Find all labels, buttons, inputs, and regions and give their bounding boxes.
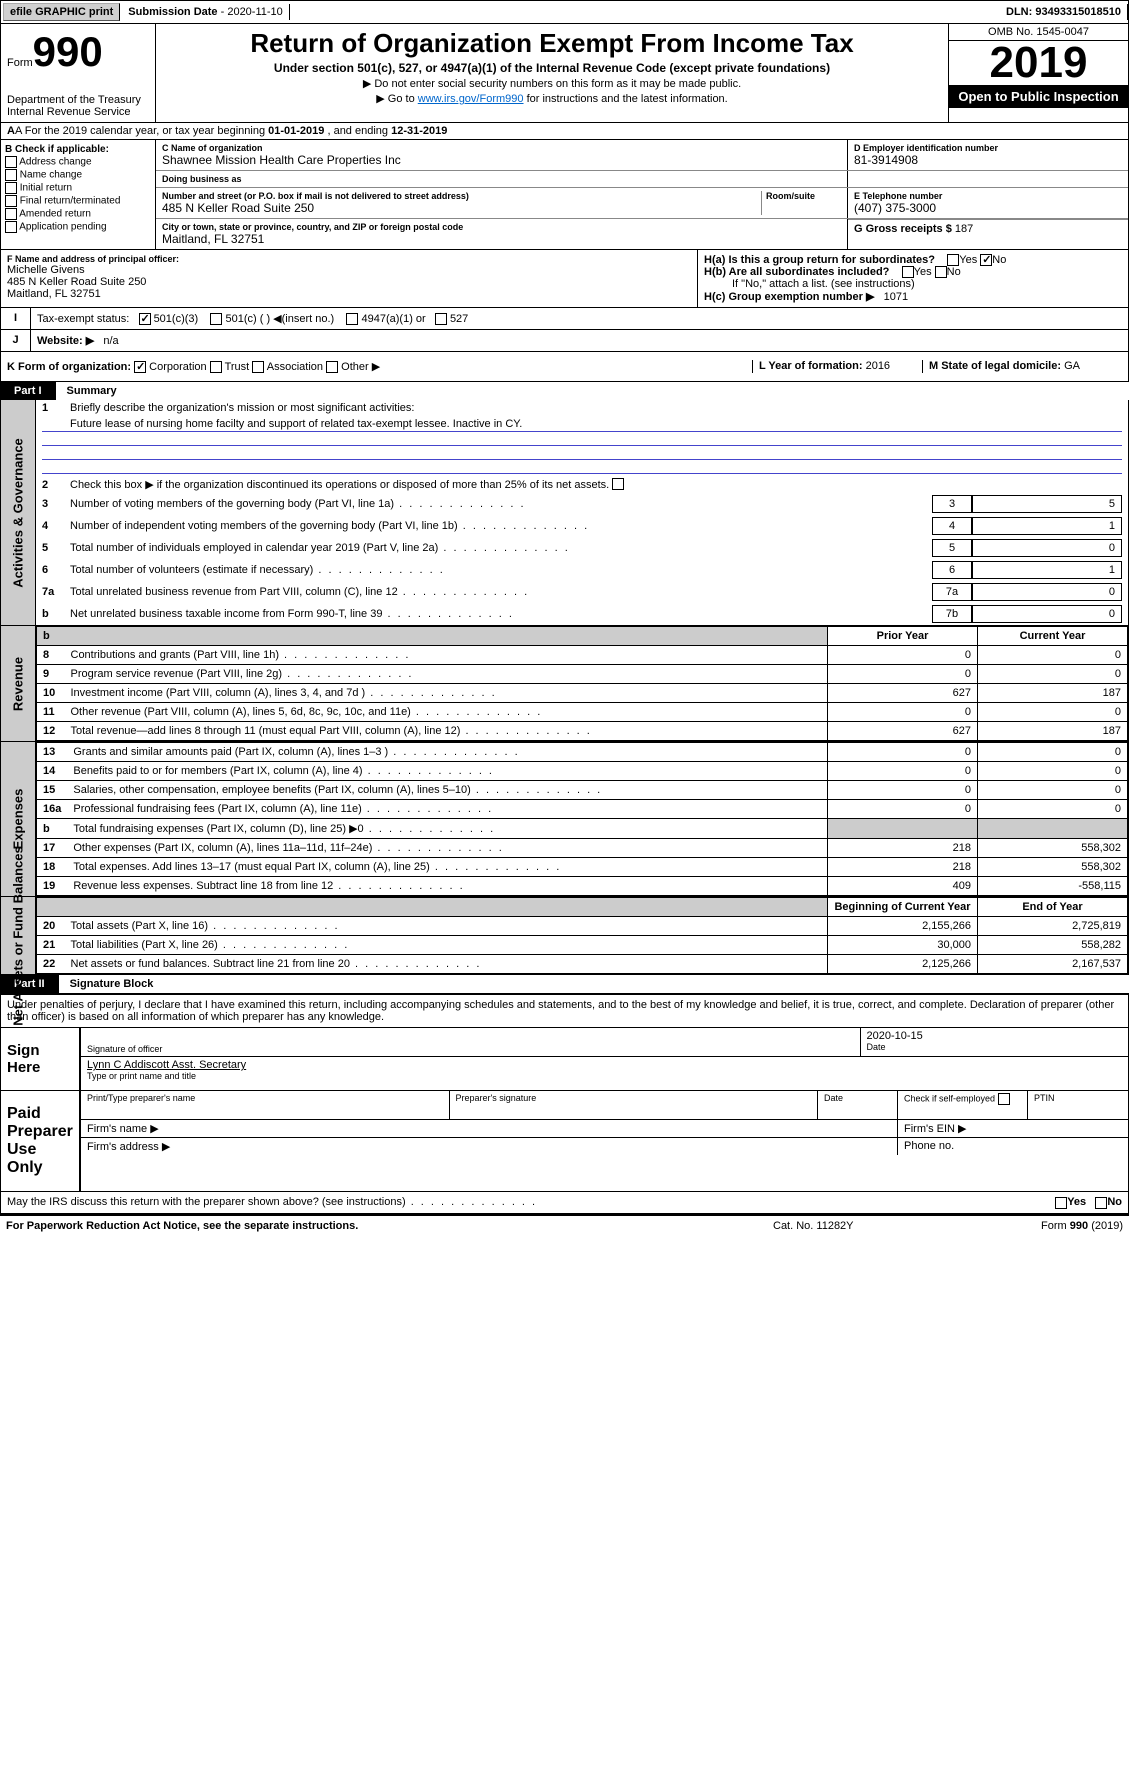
city-label: City or town, state or province, country… [162, 222, 841, 232]
summary-line: 6Total number of volunteers (estimate if… [36, 559, 1128, 581]
table-row: 13Grants and similar amounts paid (Part … [37, 743, 1128, 762]
gross-receipts-label: G Gross receipts $ [854, 223, 952, 235]
table-row: 21Total liabilities (Part X, line 26)30,… [37, 936, 1128, 955]
ein-value: 81-3914908 [854, 153, 1122, 167]
officer-name: Michelle Givens [7, 264, 691, 276]
table-row: 19Revenue less expenses. Subtract line 1… [37, 877, 1128, 896]
top-toolbar: efile GRAPHIC print Submission Date - 20… [0, 0, 1129, 24]
ein-label: D Employer identification number [854, 143, 1122, 153]
ssn-warning: ▶ Do not enter social security numbers o… [166, 77, 938, 90]
k-l-m-row: K Form of organization: Corporation Trus… [0, 352, 1129, 382]
expenses-section: Expenses 13Grants and similar amounts pa… [0, 742, 1129, 897]
form-subtitle: Under section 501(c), 527, or 4947(a)(1)… [166, 61, 938, 75]
table-row: 16aProfessional fundraising fees (Part I… [37, 800, 1128, 819]
h-b-note: If "No," attach a list. (see instruction… [704, 278, 1122, 290]
summary-line: 7aTotal unrelated business revenue from … [36, 581, 1128, 603]
phone-value: (407) 375-3000 [854, 201, 1122, 215]
mission-text: Future lease of nursing home facilty and… [42, 418, 1122, 432]
table-row: 15Salaries, other compensation, employee… [37, 781, 1128, 800]
paid-preparer-block: Paid Preparer Use Only Print/Type prepar… [0, 1091, 1129, 1192]
tax-period: AA For the 2019 calendar year, or tax ye… [0, 123, 1129, 140]
table-row: 10Investment income (Part VIII, column (… [37, 684, 1128, 703]
street-value: 485 N Keller Road Suite 250 [162, 201, 761, 215]
h-c: H(c) Group exemption number ▶ 1071 [704, 290, 1122, 303]
table-row: 14Benefits paid to or for members (Part … [37, 762, 1128, 781]
table-row: 8Contributions and grants (Part VIII, li… [37, 646, 1128, 665]
table-row: bTotal fundraising expenses (Part IX, co… [37, 819, 1128, 839]
revenue-table: bPrior YearCurrent Year 8Contributions a… [36, 626, 1128, 741]
room-label: Room/suite [766, 191, 841, 201]
part-2-header: Part II Signature Block [0, 975, 1129, 993]
irs-link[interactable]: www.irs.gov/Form990 [418, 93, 524, 105]
net-assets-section: Net Assets or Fund Balances Beginning of… [0, 897, 1129, 975]
officer-signature-name: Lynn C Addiscott Asst. Secretary [87, 1059, 1122, 1071]
tax-year: 2019 [949, 41, 1128, 85]
table-row: 18Total expenses. Add lines 13–17 (must … [37, 858, 1128, 877]
form-title: Return of Organization Exempt From Incom… [166, 28, 938, 59]
department-label: Department of the Treasury Internal Reve… [7, 94, 149, 118]
submission-date: Submission Date - 2020-11-10 [122, 4, 289, 20]
instructions-link-line: ▶ Go to www.irs.gov/Form990 for instruct… [166, 92, 938, 105]
form-number: Form990 [7, 28, 149, 76]
form-header: Form990 Department of the Treasury Inter… [0, 24, 1129, 123]
revenue-section: Revenue bPrior YearCurrent Year 8Contrib… [0, 626, 1129, 742]
discuss-row: May the IRS discuss this return with the… [0, 1192, 1129, 1213]
h-b: H(b) Are all subordinates included? Yes … [704, 266, 1122, 278]
dba-label: Doing business as [162, 174, 841, 184]
city-value: Maitland, FL 32751 [162, 232, 841, 246]
officer-addr1: 485 N Keller Road Suite 250 [7, 276, 691, 288]
table-row: 12Total revenue—add lines 8 through 11 (… [37, 722, 1128, 741]
sign-date: 2020-10-15 [867, 1030, 1123, 1042]
summary-line: 3Number of voting members of the governi… [36, 493, 1128, 515]
h-a: H(a) Is this a group return for subordin… [704, 254, 1122, 266]
activities-governance-section: Activities & Governance 1Briefly describ… [0, 400, 1129, 626]
table-row: 17Other expenses (Part IX, column (A), l… [37, 839, 1128, 858]
phone-label: E Telephone number [854, 191, 1122, 201]
street-label: Number and street (or P.O. box if mail i… [162, 191, 761, 201]
summary-line: bNet unrelated business taxable income f… [36, 603, 1128, 625]
summary-line: 5Total number of individuals employed in… [36, 537, 1128, 559]
website-row: J Website: ▶ n/a [0, 330, 1129, 352]
part-1-header: Part I Summary [0, 382, 1129, 400]
officer-block: F Name and address of principal officer:… [0, 250, 1129, 308]
officer-addr2: Maitland, FL 32751 [7, 288, 691, 300]
efile-print-button[interactable]: efile GRAPHIC print [3, 3, 120, 21]
dln: DLN: 93493315018510 [1000, 4, 1128, 20]
net-assets-table: Beginning of Current YearEnd of Year 20T… [36, 897, 1128, 974]
form-footer: For Paperwork Reduction Act Notice, see … [0, 1214, 1129, 1236]
perjury-statement: Under penalties of perjury, I declare th… [0, 993, 1129, 1028]
org-name: Shawnee Mission Health Care Properties I… [162, 153, 841, 167]
tax-status-row: I Tax-exempt status: 501(c)(3) 501(c) ( … [0, 308, 1129, 330]
expenses-table: 13Grants and similar amounts paid (Part … [36, 742, 1128, 896]
table-row: 20Total assets (Part X, line 16)2,155,26… [37, 917, 1128, 936]
public-inspection-badge: Open to Public Inspection [949, 85, 1128, 108]
sign-here-block: Sign Here Signature of officer 2020-10-1… [0, 1028, 1129, 1091]
table-row: 11Other revenue (Part VIII, column (A), … [37, 703, 1128, 722]
identity-block: B Check if applicable: Address change Na… [0, 140, 1129, 250]
summary-line: 4Number of independent voting members of… [36, 515, 1128, 537]
table-row: 9Program service revenue (Part VIII, lin… [37, 665, 1128, 684]
gross-receipts-value: 187 [955, 223, 973, 235]
box-b: B Check if applicable: Address change Na… [1, 140, 156, 249]
table-row: 22Net assets or fund balances. Subtract … [37, 955, 1128, 974]
org-name-label: C Name of organization [162, 143, 841, 153]
